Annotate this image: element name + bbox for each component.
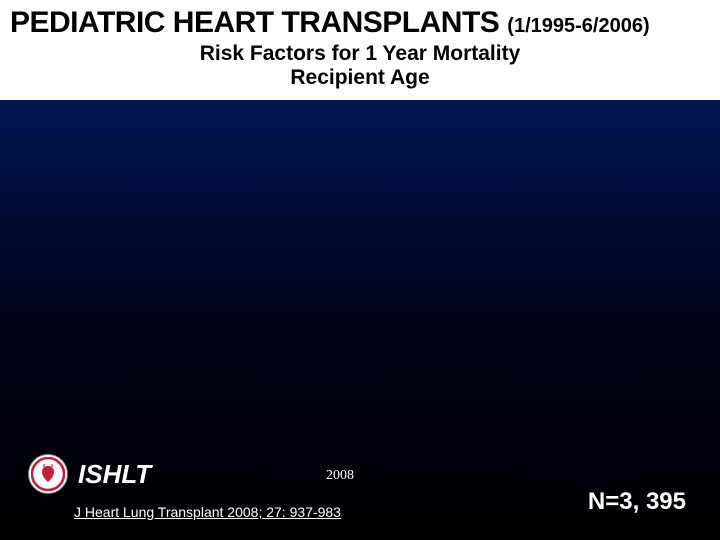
date-range: (1/1995-6/2006) bbox=[507, 15, 649, 38]
logo-block: ISHLT bbox=[28, 454, 151, 494]
footer-year: 2008 bbox=[326, 468, 354, 484]
slide-title: PEDIATRIC HEART TRANSPLANTS bbox=[10, 6, 499, 40]
header-panel: PEDIATRIC HEART TRANSPLANTS (1/1995-6/20… bbox=[0, 0, 720, 100]
title-row: PEDIATRIC HEART TRANSPLANTS (1/1995-6/20… bbox=[10, 6, 710, 40]
citation: J Heart Lung Transplant 2008; 27: 937-98… bbox=[74, 504, 341, 520]
subtitle-line-1: Risk Factors for 1 Year Mortality bbox=[10, 42, 710, 66]
subtitle-line-2: Recipient Age bbox=[10, 66, 710, 90]
ishlt-logo-icon bbox=[28, 454, 68, 494]
org-abbrev: ISHLT bbox=[78, 459, 151, 490]
sample-size: N=3, 395 bbox=[588, 488, 686, 516]
